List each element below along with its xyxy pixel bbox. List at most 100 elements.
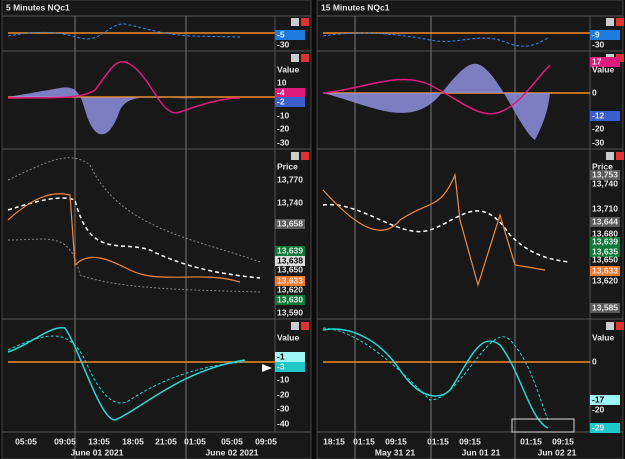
axis-label: -30 — [277, 137, 290, 147]
value-badge — [590, 111, 620, 121]
axis-label: -30 — [277, 39, 290, 49]
value-badge — [590, 217, 620, 227]
value-badge — [275, 352, 305, 362]
time-label: 18:05 — [122, 436, 144, 446]
time-label: 01:15 — [427, 436, 449, 446]
axis-label: -40 — [277, 418, 290, 428]
time-label: 01:15 — [353, 436, 375, 446]
value-badge — [275, 256, 305, 266]
close-button[interactable] — [616, 322, 624, 330]
date-label: June 01 2021 — [71, 447, 124, 457]
value-badge — [590, 57, 620, 67]
value-badge — [590, 170, 620, 180]
value-badge-label: 13,753 — [592, 169, 618, 179]
value-badge — [590, 303, 620, 313]
value-badge — [590, 395, 620, 405]
value-badge — [275, 97, 305, 107]
close-button[interactable] — [301, 18, 309, 26]
window-button[interactable] — [291, 18, 299, 26]
date-label: June 02 2021 — [206, 447, 259, 457]
axis-label: 13,620 — [592, 275, 618, 285]
axis-label: 13,740 — [277, 197, 303, 207]
axis-label: -10 — [277, 110, 290, 120]
date-label: Jun 02 21 — [538, 447, 577, 457]
axis-label: -30 — [277, 403, 290, 413]
axis-label: -30 — [592, 39, 605, 49]
close-button[interactable] — [616, 18, 624, 26]
value-badge-label: -12 — [592, 110, 605, 120]
time-label: 18:15 — [323, 436, 345, 446]
time-label: 09:15 — [552, 436, 574, 446]
axis-label: 13,740 — [592, 178, 618, 188]
axis-label: 0 — [592, 356, 597, 366]
axis-label: -20 — [277, 123, 290, 133]
value-badge-label: -1 — [277, 351, 285, 361]
value-badge-label: 13,639 — [592, 236, 618, 246]
date-label: Jun 01 21 — [462, 447, 501, 457]
value-badge-label: 13,630 — [277, 294, 303, 304]
time-label: 05:05 — [15, 436, 37, 446]
axis-label: 0 — [592, 87, 597, 97]
close-button[interactable] — [616, 152, 624, 160]
value-badge — [275, 246, 305, 256]
close-button[interactable] — [301, 54, 309, 62]
axis-label: 13,710 — [592, 203, 618, 213]
value-badge-label: -2 — [277, 96, 285, 106]
close-button[interactable] — [301, 322, 309, 330]
axis-label: Value — [277, 64, 299, 74]
time-label: 13:05 — [88, 436, 110, 446]
axis-label: -20 — [592, 404, 605, 414]
window-button[interactable] — [291, 322, 299, 330]
value-badge — [590, 237, 620, 247]
value-badge — [275, 362, 305, 372]
window-button[interactable] — [606, 152, 614, 160]
window-button[interactable] — [606, 322, 614, 330]
value-badge-label: -29 — [592, 422, 605, 432]
axis-label: Value — [592, 332, 614, 342]
value-badge-label: 13,638 — [277, 255, 303, 265]
window-button[interactable] — [291, 152, 299, 160]
value-badge-label: 13,585 — [592, 302, 618, 312]
value-badge — [590, 30, 620, 40]
value-badge — [275, 30, 305, 40]
value-badge — [275, 276, 305, 286]
value-badge-label: 13,639 — [277, 245, 303, 255]
chart-title: 15 Minutes NQc1 — [321, 2, 390, 12]
labels: 5 Minutes NQc1-5-30Value10-4-2-10-20-30P… — [6, 2, 624, 457]
time-label: 21:05 — [155, 436, 177, 446]
date-label: May 31 21 — [375, 447, 415, 457]
time-label: 09:05 — [54, 436, 76, 446]
time-label: 01:05 — [184, 436, 206, 446]
axis-label: -10 — [277, 374, 290, 384]
value-badge-label: -5 — [277, 29, 285, 39]
value-badge — [275, 295, 305, 305]
value-badge-label: 13,658 — [277, 218, 303, 228]
axis-label: 10 — [277, 77, 287, 87]
axis-label: 13,680 — [592, 228, 618, 238]
time-label: 09:05 — [255, 436, 277, 446]
time-label: 09:15 — [385, 436, 407, 446]
value-badge-label: -9 — [592, 29, 600, 39]
value-badge — [590, 423, 620, 433]
value-badge — [275, 88, 305, 98]
time-label: 01:15 — [520, 436, 542, 446]
value-badge-label: 13,633 — [277, 275, 303, 285]
time-label: 09:15 — [459, 436, 481, 446]
axis-label: -30 — [592, 137, 605, 147]
window-button[interactable] — [291, 54, 299, 62]
axis-label: Price — [592, 161, 613, 171]
axis-label: -20 — [592, 123, 605, 133]
axis-label: 13,650 — [592, 254, 618, 264]
value-badge-label: -17 — [592, 394, 605, 404]
axis-label: 13,650 — [277, 264, 303, 274]
axis-label: 13,620 — [277, 284, 303, 294]
axis-label: Value — [592, 64, 614, 74]
axis-label: -20 — [277, 389, 290, 399]
value-badge-label: 13,633 — [592, 265, 618, 275]
axis-label: 13,770 — [277, 174, 303, 184]
axis-label: Price — [277, 161, 298, 171]
value-badge — [590, 266, 620, 276]
close-button[interactable] — [301, 152, 309, 160]
window-button[interactable] — [606, 18, 614, 26]
